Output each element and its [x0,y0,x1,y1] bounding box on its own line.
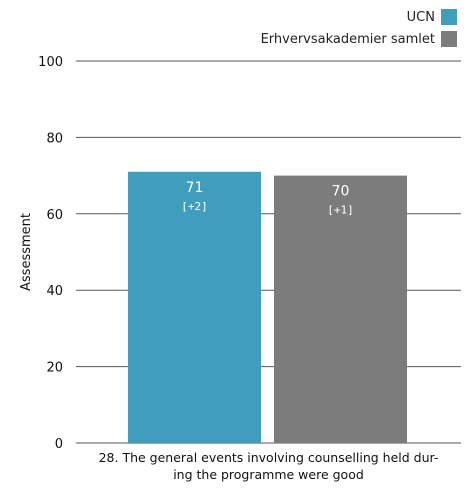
y-tick-label-0: 0 [55,437,63,452]
bar-value-label-0: 71 [186,180,204,196]
y-tick-label-60: 60 [46,208,63,223]
bar-erhvervsakademier[interactable] [274,175,407,443]
x-category-label: 28. The general events involving counsel… [76,449,461,483]
bars: 71 [+2] 70 [+1] [128,171,407,443]
bar-delta-label-1: [+1] [327,204,354,217]
y-tick-label-40: 40 [46,284,63,299]
legend-label-erhvervsakademier: Erhvervsakademier samlet [260,31,435,47]
legend-item-erhvervsakademier[interactable]: Erhvervsakademier samlet [261,28,457,50]
x-category-label-line-1: 28. The general events involving counsel… [98,450,439,465]
y-tick-labels: 0 20 40 60 80 100 [38,55,63,452]
bar-value-label-1: 70 [332,184,350,200]
bar-ucn[interactable] [128,171,261,443]
legend-item-ucn[interactable]: UCN [261,6,457,28]
y-tick-label-80: 80 [46,131,63,146]
y-axis-label: Assessment [19,213,34,291]
y-tick-label-100: 100 [38,55,63,70]
chart-legend: UCN Erhvervsakademier samlet [261,6,457,50]
x-category-label-line-2: ing the programme were good [173,467,364,482]
legend-label-ucn: UCN [406,9,435,25]
legend-swatch-erhvervsakademier [441,31,457,47]
legend-swatch-ucn [441,9,457,25]
bar-delta-label-0: [+2] [181,200,208,213]
y-tick-label-20: 20 [46,361,63,376]
